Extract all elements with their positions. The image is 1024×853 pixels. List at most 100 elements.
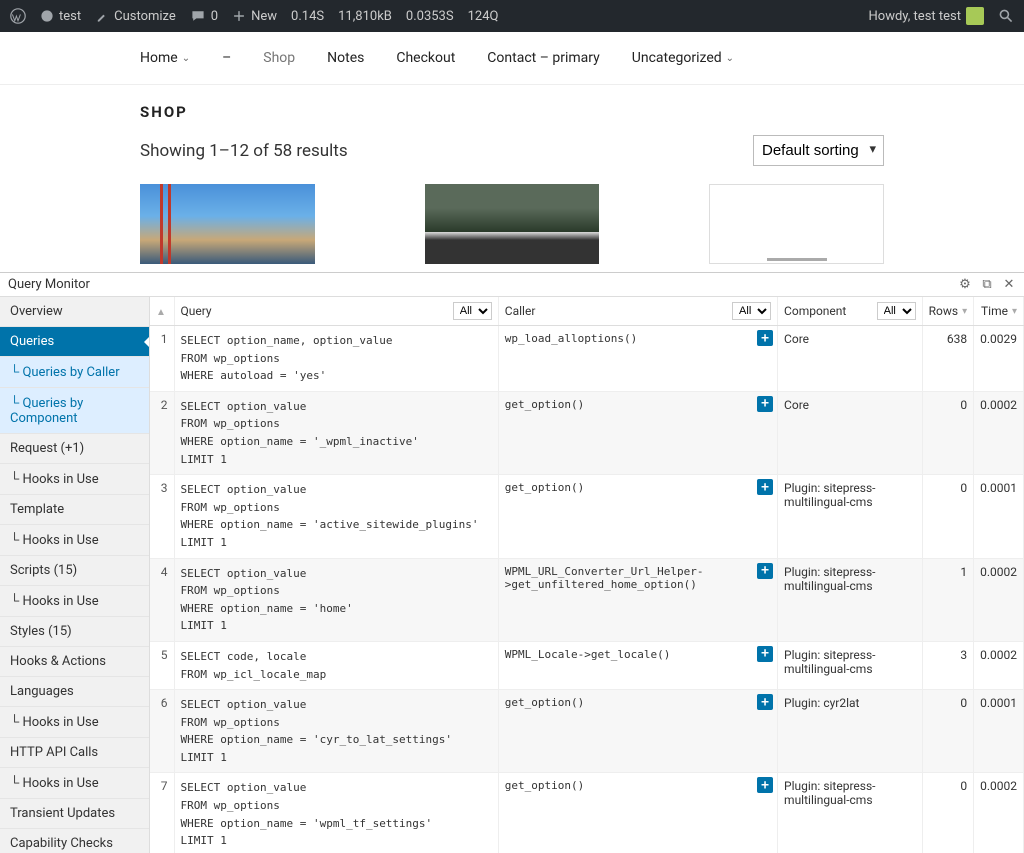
nav-notes[interactable]: Notes bbox=[327, 50, 364, 66]
sidebar-item[interactable]: Scripts (15) bbox=[0, 556, 149, 586]
chevron-down-icon: ⌄ bbox=[726, 53, 734, 64]
expand-button[interactable]: + bbox=[757, 479, 773, 495]
query-sql: SELECT option_value FROM wp_options WHER… bbox=[174, 773, 498, 853]
query-component: Plugin: cyr2lat bbox=[778, 690, 923, 773]
query-row: 2SELECT option_value FROM wp_options WHE… bbox=[150, 391, 1024, 474]
sidebar-item[interactable]: Request (+1) bbox=[0, 434, 149, 464]
sidebar-item[interactable]: Queries bbox=[0, 327, 149, 357]
sidebar-item[interactable]: HTTP API Calls bbox=[0, 738, 149, 768]
sidebar-item[interactable]: Hooks in Use bbox=[0, 707, 149, 738]
qm-time[interactable]: 0.14S bbox=[291, 9, 324, 24]
expand-button[interactable]: + bbox=[757, 563, 773, 579]
query-caller: wp_load_alloptions()+ bbox=[498, 326, 777, 392]
site-name[interactable]: test bbox=[40, 9, 81, 24]
query-row: 3SELECT option_value FROM wp_options WHE… bbox=[150, 475, 1024, 558]
expand-button[interactable]: + bbox=[757, 694, 773, 710]
query-caller: WPML_URL_Converter_Url_Helper->get_unfil… bbox=[498, 558, 777, 641]
sidebar-item[interactable]: Overview bbox=[0, 297, 149, 327]
col-time[interactable]: Time▾ bbox=[974, 297, 1024, 326]
row-number: 2 bbox=[150, 391, 174, 474]
expand-button[interactable]: + bbox=[757, 396, 773, 412]
query-rows: 0 bbox=[922, 391, 973, 474]
close-icon[interactable]: ✕ bbox=[1002, 278, 1016, 292]
query-sql: SELECT option_value FROM wp_options WHER… bbox=[174, 475, 498, 558]
comments-link[interactable]: 0 bbox=[190, 8, 218, 24]
sidebar-item[interactable]: Template bbox=[0, 495, 149, 525]
result-count: Showing 1–12 of 58 results bbox=[140, 141, 348, 161]
page-title: SHOP bbox=[140, 103, 884, 121]
query-caller: get_option()+ bbox=[498, 690, 777, 773]
new-content-link[interactable]: New bbox=[232, 9, 277, 24]
query-component: Core bbox=[778, 326, 923, 392]
query-time: 0.0002 bbox=[974, 391, 1024, 474]
sidebar-item[interactable]: Hooks in Use bbox=[0, 768, 149, 799]
sidebar-item[interactable]: Hooks in Use bbox=[0, 586, 149, 617]
query-row: 7SELECT option_value FROM wp_options WHE… bbox=[150, 773, 1024, 853]
query-row: 4SELECT option_value FROM wp_options WHE… bbox=[150, 558, 1024, 641]
qm-memory[interactable]: 11,810kB bbox=[338, 9, 392, 24]
query-component: Plugin: sitepress-multilingual-cms bbox=[778, 475, 923, 558]
sidebar-item[interactable]: Capability Checks bbox=[0, 829, 149, 853]
qm-title-label: Query Monitor bbox=[8, 277, 90, 292]
caller-filter[interactable]: All bbox=[732, 302, 771, 320]
qm-main: ▲ QueryAll CallerAll ComponentAll Rows▾ … bbox=[150, 297, 1024, 853]
query-component: Plugin: sitepress-multilingual-cms bbox=[778, 641, 923, 689]
sidebar-item[interactable]: Styles (15) bbox=[0, 617, 149, 647]
query-sql: SELECT option_value FROM wp_options WHER… bbox=[174, 558, 498, 641]
sidebar-item[interactable]: Queries by Component bbox=[0, 388, 149, 434]
nav-shop[interactable]: Shop bbox=[263, 50, 295, 66]
customize-link[interactable]: Customize bbox=[95, 9, 176, 24]
query-monitor-panel: Query Monitor ⚙ ⧉ ✕ OverviewQueriesQueri… bbox=[0, 272, 1024, 853]
nav-checkout[interactable]: Checkout bbox=[396, 50, 455, 66]
row-number: 5 bbox=[150, 641, 174, 689]
query-time: 0.0002 bbox=[974, 641, 1024, 689]
query-sql: SELECT option_value FROM wp_options WHER… bbox=[174, 391, 498, 474]
sidebar-item[interactable]: Queries by Caller bbox=[0, 357, 149, 388]
query-row: 6SELECT option_value FROM wp_options WHE… bbox=[150, 690, 1024, 773]
query-filter[interactable]: All bbox=[453, 302, 492, 320]
nav-dash[interactable]: – bbox=[222, 50, 231, 66]
query-caller: get_option()+ bbox=[498, 773, 777, 853]
nav-uncategorized[interactable]: Uncategorized ⌄ bbox=[632, 50, 734, 66]
qm-dbtime[interactable]: 0.0353S bbox=[406, 9, 454, 24]
sort-select[interactable]: Default sorting bbox=[753, 135, 884, 166]
howdy-user[interactable]: Howdy, test test bbox=[869, 7, 985, 25]
col-query: QueryAll bbox=[174, 297, 498, 326]
sidebar-item[interactable]: Languages bbox=[0, 677, 149, 707]
col-num[interactable]: ▲ bbox=[150, 297, 174, 326]
expand-button[interactable]: + bbox=[757, 646, 773, 662]
wp-logo-icon[interactable] bbox=[10, 8, 26, 24]
sidebar-item[interactable]: Hooks & Actions bbox=[0, 647, 149, 677]
query-component: Plugin: sitepress-multilingual-cms bbox=[778, 773, 923, 853]
sidebar-item[interactable]: Hooks in Use bbox=[0, 464, 149, 495]
query-rows: 0 bbox=[922, 773, 973, 853]
product-thumb[interactable] bbox=[709, 184, 884, 264]
product-thumb[interactable] bbox=[425, 184, 600, 264]
component-filter[interactable]: All bbox=[877, 302, 916, 320]
search-icon[interactable] bbox=[998, 8, 1014, 24]
query-sql: SELECT option_name, option_value FROM wp… bbox=[174, 326, 498, 392]
query-time: 0.0029 bbox=[974, 326, 1024, 392]
query-time: 0.0002 bbox=[974, 558, 1024, 641]
row-number: 3 bbox=[150, 475, 174, 558]
query-rows: 638 bbox=[922, 326, 973, 392]
sidebar-item[interactable]: Transient Updates bbox=[0, 799, 149, 829]
popout-icon[interactable]: ⧉ bbox=[980, 278, 994, 292]
product-thumb[interactable] bbox=[140, 184, 315, 264]
shop-content: SHOP Showing 1–12 of 58 results Default … bbox=[0, 85, 1024, 274]
row-number: 7 bbox=[150, 773, 174, 853]
col-rows[interactable]: Rows▾ bbox=[922, 297, 973, 326]
nav-contact[interactable]: Contact – primary bbox=[487, 50, 599, 66]
nav-home[interactable]: Home ⌄ bbox=[140, 50, 190, 66]
query-rows: 0 bbox=[922, 475, 973, 558]
query-time: 0.0001 bbox=[974, 690, 1024, 773]
col-component: ComponentAll bbox=[778, 297, 923, 326]
query-rows: 1 bbox=[922, 558, 973, 641]
query-row: 5SELECT code, locale FROM wp_icl_locale_… bbox=[150, 641, 1024, 689]
gear-icon[interactable]: ⚙ bbox=[958, 278, 972, 292]
avatar-icon bbox=[966, 7, 984, 25]
expand-button[interactable]: + bbox=[757, 777, 773, 793]
qm-queries[interactable]: 124Q bbox=[468, 9, 499, 24]
expand-button[interactable]: + bbox=[757, 330, 773, 346]
sidebar-item[interactable]: Hooks in Use bbox=[0, 525, 149, 556]
